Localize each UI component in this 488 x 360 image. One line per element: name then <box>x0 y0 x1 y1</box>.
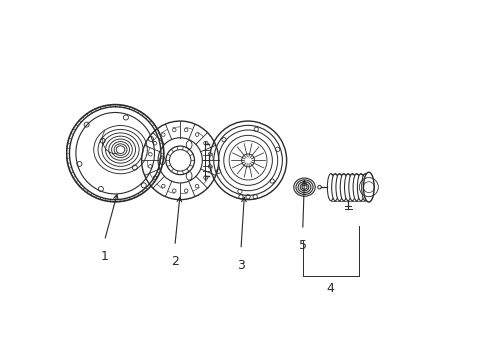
Ellipse shape <box>165 146 194 175</box>
Text: 1: 1 <box>101 249 108 263</box>
Ellipse shape <box>326 174 334 201</box>
Text: 2: 2 <box>170 255 179 268</box>
Ellipse shape <box>344 174 351 201</box>
Ellipse shape <box>352 174 360 201</box>
Ellipse shape <box>340 174 346 201</box>
Text: 5: 5 <box>298 239 306 252</box>
Ellipse shape <box>357 174 364 201</box>
Ellipse shape <box>335 174 343 201</box>
Text: 4: 4 <box>326 282 334 295</box>
Ellipse shape <box>361 174 368 201</box>
Ellipse shape <box>331 174 338 201</box>
Ellipse shape <box>348 174 355 201</box>
Ellipse shape <box>363 172 373 202</box>
Text: 3: 3 <box>237 258 244 271</box>
